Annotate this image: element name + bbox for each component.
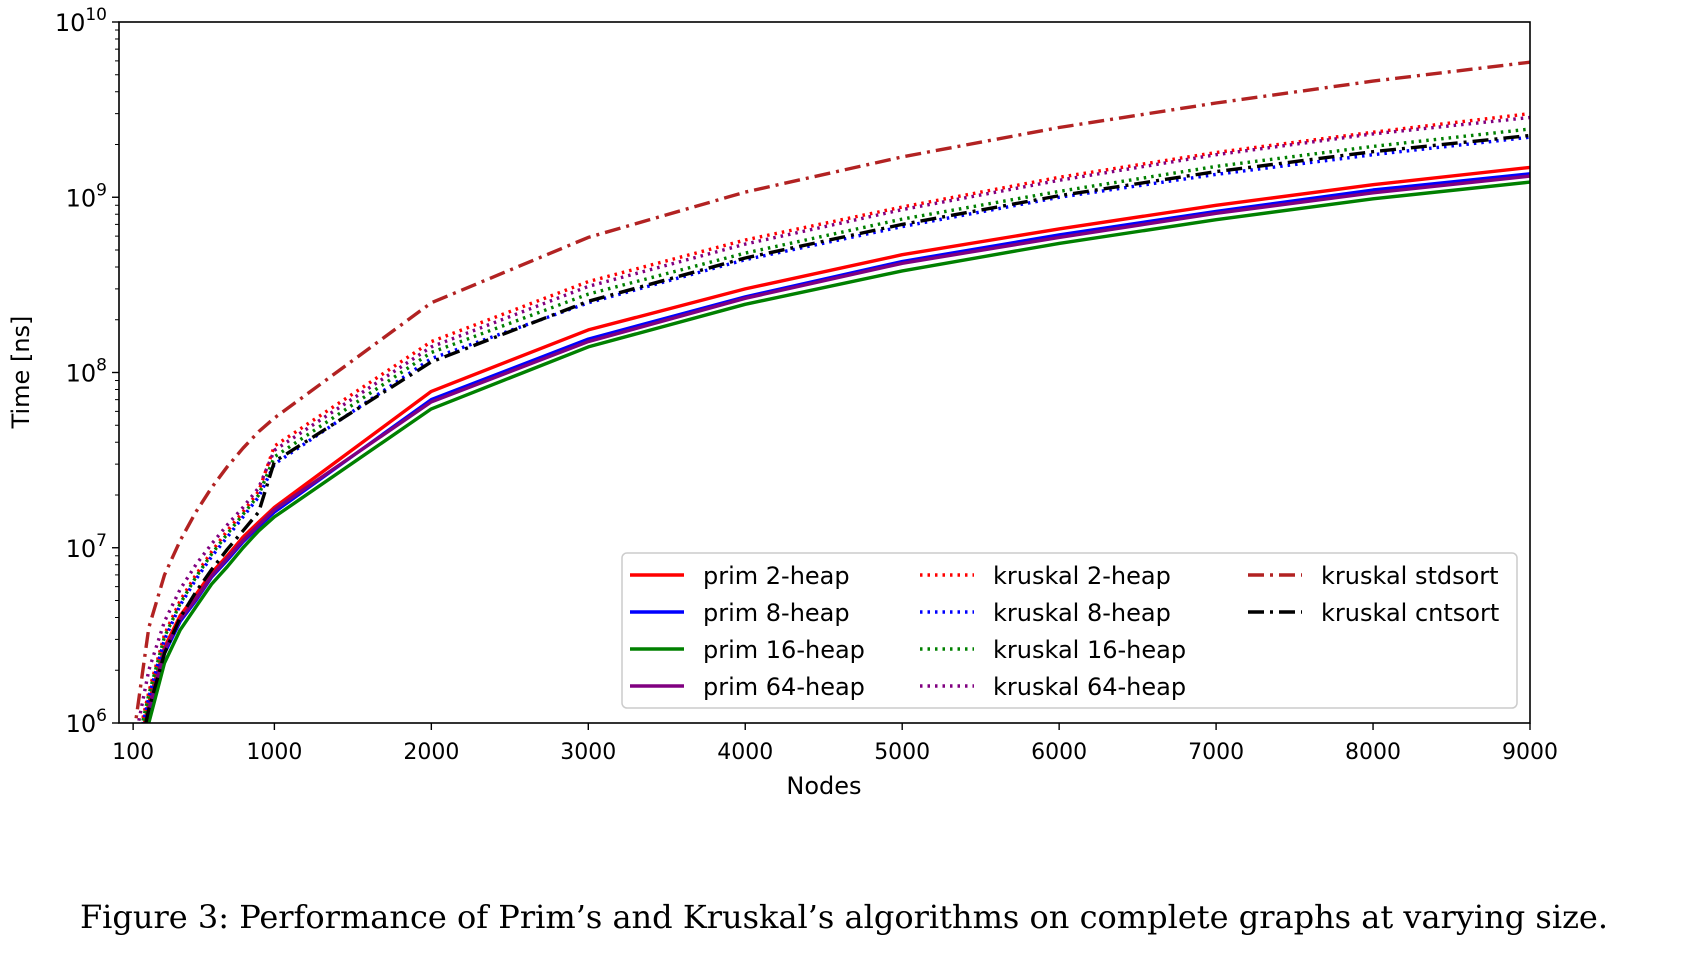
x-tick-label: 2000 (403, 740, 459, 765)
legend-label: prim 16-heap (703, 636, 865, 664)
x-tick-label: 7000 (1188, 740, 1244, 765)
series-line-kruskal-cntsort (144, 133, 1530, 723)
x-axis-label: Nodes (786, 772, 861, 800)
figure-caption: Figure 3: Performance of Prim’s and Krus… (79, 898, 1609, 936)
legend-frame (621, 552, 1518, 709)
x-tick-label: 3000 (560, 740, 616, 765)
x-tick-label: 100 (112, 740, 154, 765)
legend-label: kruskal stdsort (1321, 562, 1499, 590)
x-tick-label: 8000 (1345, 740, 1401, 765)
series-line-kruskal-16-heap (140, 127, 1530, 723)
legend-label: kruskal 2-heap (993, 562, 1171, 590)
y-tick-label: 106 (66, 706, 107, 738)
y-tick-label: 1010 (55, 5, 107, 37)
y-axis: 106 107 108 109 1010 (55, 5, 119, 738)
legend-label: kruskal 8-heap (993, 599, 1171, 627)
legend-label: kruskal 16-heap (993, 636, 1186, 664)
x-tick-label: 4000 (717, 740, 773, 765)
x-axis: 100 1000 2000 3000 4000 5000 6000 7000 8000 9000 (112, 723, 1558, 765)
x-tick-label: 9000 (1502, 740, 1558, 765)
y-axis-label: Time [ns] (7, 316, 35, 430)
series-line-kruskal-8-heap (141, 135, 1530, 723)
legend-label: prim 64-heap (703, 673, 865, 701)
series-line-kruskal-stdsort (133, 60, 1530, 723)
y-tick-label: 107 (66, 531, 107, 563)
y-tick-label: 108 (66, 356, 107, 388)
legend-label: prim 8-heap (703, 599, 850, 627)
series-layer (133, 60, 1530, 723)
x-tick-label: 6000 (1031, 740, 1087, 765)
legend-label: kruskal cntsort (1321, 599, 1499, 627)
x-tick-label: 1000 (246, 740, 302, 765)
series-line-kruskal-64-heap (136, 115, 1530, 723)
chart-figure: 100 1000 2000 3000 4000 5000 6000 7000 8000 9000 … (7, 5, 1558, 800)
legend-label: kruskal 64-heap (993, 673, 1186, 701)
series-line-prim-16-heap (147, 180, 1530, 723)
y-tick-label: 109 (66, 180, 107, 212)
legend-label: prim 2-heap (703, 562, 850, 590)
x-tick-label: 5000 (874, 740, 930, 765)
legend: prim 2-heap prim 8-heap prim 16-heap prim 6… (621, 552, 1518, 709)
series-line-kruskal-2-heap (140, 111, 1530, 723)
